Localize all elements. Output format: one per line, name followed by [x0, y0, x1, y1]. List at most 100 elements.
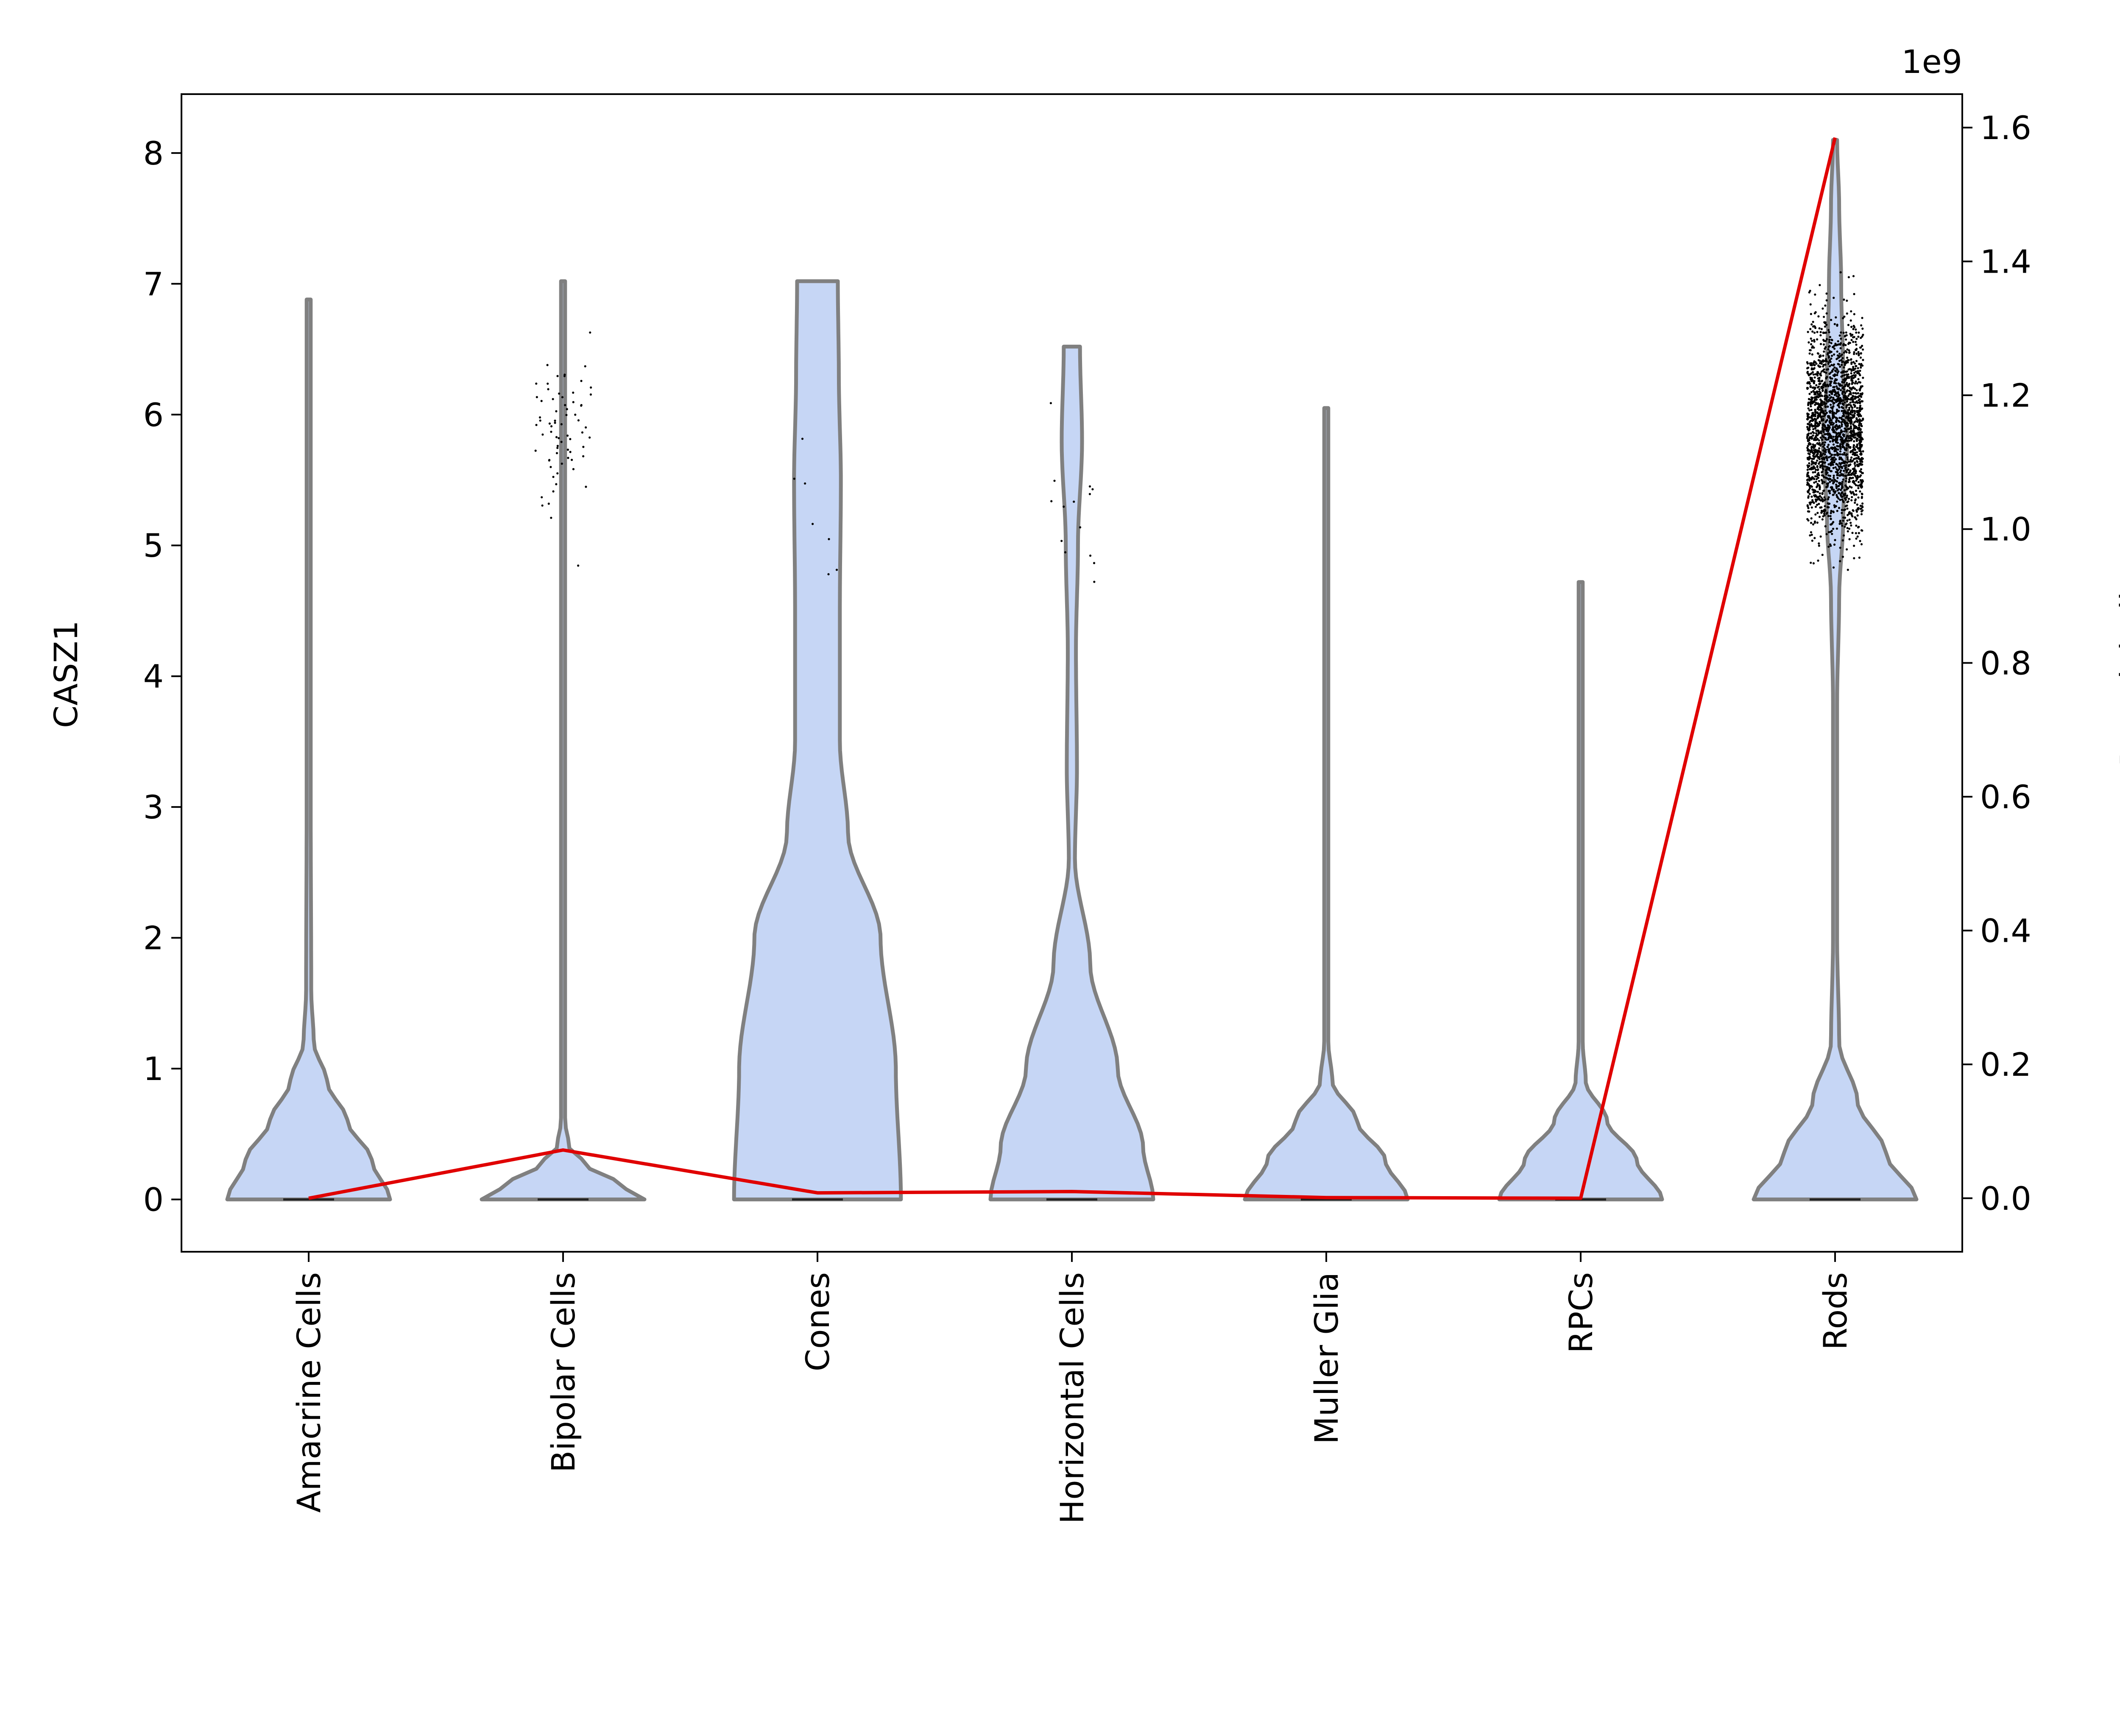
point-rods	[1843, 453, 1845, 456]
point-bipolar-cells	[558, 392, 561, 395]
point-rods	[1825, 371, 1827, 374]
point-rods	[1813, 466, 1816, 469]
point-rods	[1847, 361, 1849, 364]
point-rods	[1810, 343, 1813, 346]
point-rods	[1829, 377, 1832, 380]
point-rods	[1851, 496, 1853, 498]
point-rods	[1841, 406, 1843, 408]
point-rods	[1816, 434, 1819, 436]
y2-tick-label: 0.2	[1980, 1046, 2031, 1083]
point-rods	[1838, 485, 1840, 487]
point-rods	[1855, 537, 1858, 540]
point-rods	[1806, 457, 1809, 459]
point-rods	[1807, 472, 1809, 474]
point-rods	[1816, 521, 1819, 524]
point-cones	[828, 538, 830, 540]
point-rods	[1833, 380, 1836, 382]
point-rods	[1806, 447, 1809, 449]
point-rods	[1807, 478, 1809, 481]
point-rods	[1836, 388, 1838, 390]
point-rods	[1817, 559, 1819, 562]
point-rods	[1814, 418, 1817, 421]
point-rods	[1849, 474, 1851, 476]
point-cones	[812, 523, 814, 525]
point-rods	[1807, 510, 1809, 513]
point-rods	[1855, 493, 1858, 496]
point-rods	[1828, 338, 1831, 341]
point-rods	[1822, 332, 1824, 334]
point-rods	[1808, 501, 1811, 504]
x-tick-label-bipolar-cells: Bipolar Cells	[544, 1272, 582, 1473]
point-rods	[1844, 489, 1846, 491]
point-rods	[1835, 367, 1838, 370]
y2-tick-label: 0.4	[1980, 912, 2031, 950]
point-rods	[1822, 389, 1824, 392]
point-rods	[1856, 443, 1858, 446]
point-rods	[1807, 452, 1810, 455]
point-bipolar-cells	[577, 564, 580, 567]
point-rods	[1808, 429, 1810, 432]
point-rods	[1836, 374, 1838, 377]
point-rods	[1842, 519, 1844, 522]
point-rods	[1830, 342, 1833, 344]
point-rods	[1823, 428, 1826, 431]
point-rods	[1848, 480, 1851, 483]
point-rods	[1816, 512, 1819, 514]
point-rods	[1841, 360, 1844, 363]
point-bipolar-cells	[535, 382, 538, 385]
point-rods	[1861, 463, 1863, 466]
point-rods	[1813, 376, 1816, 379]
point-rods	[1853, 444, 1855, 447]
point-rods	[1854, 498, 1857, 501]
y-tick-label: 1	[143, 1050, 164, 1088]
point-rods	[1825, 391, 1827, 394]
point-rods	[1855, 352, 1858, 355]
point-rods	[1815, 384, 1818, 387]
point-rods	[1836, 469, 1839, 472]
point-bipolar-cells	[566, 434, 569, 437]
point-rods	[1834, 539, 1836, 541]
point-rods	[1849, 386, 1851, 389]
point-bipolar-cells	[584, 365, 586, 368]
point-rods	[1840, 363, 1843, 366]
violins	[225, 138, 1919, 1202]
point-rods	[1811, 539, 1813, 542]
point-rods	[1861, 438, 1863, 441]
point-rods	[1860, 363, 1863, 366]
point-rods	[1854, 392, 1857, 394]
point-rods	[1819, 436, 1822, 439]
point-rods	[1808, 476, 1810, 479]
point-rods	[1807, 402, 1810, 404]
point-rods	[1839, 271, 1842, 274]
point-rods	[1858, 447, 1861, 449]
point-rods	[1833, 394, 1836, 396]
point-rods	[1848, 352, 1851, 354]
point-rods	[1821, 395, 1823, 397]
point-rods	[1821, 553, 1824, 556]
point-rods	[1818, 544, 1820, 547]
point-rods	[1813, 367, 1815, 370]
point-rods	[1808, 488, 1810, 491]
point-rods	[1813, 481, 1816, 484]
point-rods	[1828, 432, 1831, 435]
point-rods	[1843, 534, 1845, 537]
point-rods	[1825, 469, 1828, 472]
point-horizontal-cells	[1060, 540, 1063, 542]
point-rods	[1828, 420, 1831, 423]
point-rods	[1851, 414, 1854, 417]
point-rods	[1841, 480, 1844, 483]
point-rods	[1813, 346, 1815, 349]
point-rods	[1859, 393, 1862, 395]
point-bipolar-cells	[548, 422, 551, 425]
point-rods	[1808, 493, 1811, 495]
point-rods	[1813, 382, 1815, 385]
point-rods	[1847, 398, 1849, 400]
point-bipolar-cells	[569, 438, 572, 441]
point-rods	[1840, 431, 1843, 434]
point-rods	[1812, 434, 1814, 437]
point-rods	[1836, 510, 1838, 512]
point-rods	[1810, 409, 1813, 411]
point-rods	[1836, 477, 1839, 479]
point-rods	[1811, 353, 1813, 356]
point-rods	[1855, 446, 1858, 448]
